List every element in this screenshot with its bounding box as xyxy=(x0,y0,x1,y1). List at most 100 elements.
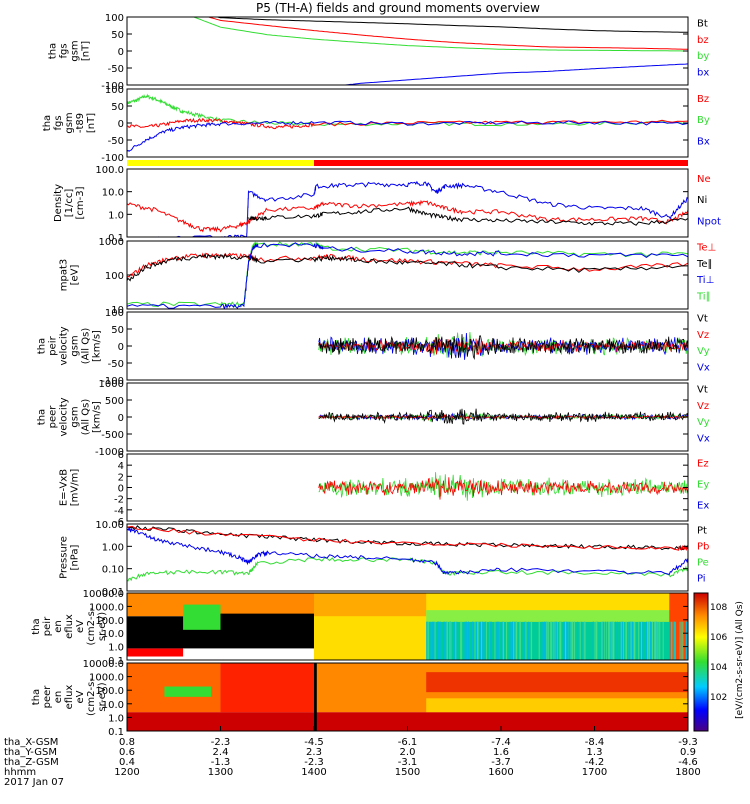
ephemeris-value: 2.3 xyxy=(306,747,322,758)
heatmap-cell xyxy=(426,621,428,660)
y-tick-label: 10.0 xyxy=(102,188,124,199)
heatmap-cell xyxy=(455,621,457,660)
heatmap-cell xyxy=(543,621,545,660)
heatmap-cell xyxy=(545,621,547,660)
heatmap-cell xyxy=(501,621,503,660)
heatmap-cell xyxy=(446,621,448,660)
heatmap-cell xyxy=(560,621,562,660)
heatmap-cell xyxy=(489,621,491,660)
y-label-line: tha xyxy=(37,338,48,354)
heatmap-cell xyxy=(559,621,561,660)
heatmap-cell xyxy=(631,621,633,660)
heatmap-cell xyxy=(648,621,650,660)
mode-bar-segment xyxy=(314,160,688,166)
y-axis-label: Density [1/cc] [cm-3] xyxy=(53,184,86,222)
y-label-line: fgs xyxy=(59,43,70,58)
heatmap-cell xyxy=(513,621,515,660)
legend-item: Pb xyxy=(697,542,709,553)
y-tick-label: 10000.0 xyxy=(83,589,124,600)
ephemeris-value: 0.9 xyxy=(680,747,696,758)
heatmap-cell xyxy=(606,621,608,660)
y-axis-label: E=-VxB [mV/m] xyxy=(59,469,81,507)
ephemeris-value: 0.8 xyxy=(119,737,135,748)
heatmap-cell xyxy=(654,621,656,660)
heatmap-cell xyxy=(633,621,635,660)
ephemeris-value: 1200 xyxy=(114,767,139,778)
legend-item: Vx xyxy=(697,433,710,444)
y-axis-label: tha peer velocity gsm (All Qs) [km/s] xyxy=(37,397,103,436)
ephemeris-value: 1700 xyxy=(582,767,607,778)
heatmap-cell xyxy=(639,621,641,660)
heatmap-cell xyxy=(615,621,617,660)
heatmap-cell xyxy=(620,621,622,660)
y-label-line: [km/s] xyxy=(92,401,103,433)
y-axis-label: Pressure [nPa] xyxy=(59,536,81,579)
ephemeris-value: 1500 xyxy=(395,767,420,778)
panel-peir_vel: 100 50 0 -50 -100 tha peir velocity gsm (All Qs)[… xyxy=(37,308,710,387)
heatmap-cell xyxy=(646,621,648,660)
ephemeris-value: 1400 xyxy=(301,767,326,778)
y-tick-label: 1000.0 xyxy=(89,602,124,613)
heatmap-cell xyxy=(429,621,431,660)
y-label-line: [km/s] xyxy=(92,330,103,362)
heatmap-cell xyxy=(673,621,675,660)
heatmap-cell xyxy=(456,621,458,660)
y-tick-label: 6 xyxy=(118,450,124,461)
y-label-line: [nPa] xyxy=(70,544,81,570)
ephemeris-value: 1.3 xyxy=(587,747,603,758)
heatmap-cell xyxy=(662,621,664,660)
heatmap-cell xyxy=(127,648,184,657)
y-label-line: eflux xyxy=(64,614,75,639)
series-line-red xyxy=(127,199,688,233)
series-line-green xyxy=(318,472,688,501)
heatmap-cell xyxy=(437,621,439,660)
y-tick-label: 0 xyxy=(118,413,124,424)
y-label-line: peir xyxy=(48,335,59,355)
heatmap-cell xyxy=(450,621,452,660)
heatmap-cell xyxy=(478,621,480,660)
y-tick-label: 10000.0 xyxy=(83,659,124,670)
legend-item: Vt xyxy=(697,385,708,396)
y-tick-label: 0.1 xyxy=(108,233,124,244)
y-label-line: Pressure xyxy=(59,536,70,579)
legend: Pt Pb Pe Pi xyxy=(697,526,709,585)
heatmap-cell xyxy=(569,621,571,660)
heatmap-cell xyxy=(479,621,481,660)
heatmap-cell xyxy=(622,621,624,660)
y-label-line: E=-VxB xyxy=(59,469,70,506)
legend-item: Npot xyxy=(697,216,721,227)
heatmap-cell xyxy=(630,621,632,660)
series-line-blue xyxy=(127,180,688,237)
y-label-line: eV xyxy=(75,620,86,633)
y-axis-label: mpat3 [eV] xyxy=(59,259,81,292)
y-tick-label: 50 xyxy=(111,30,124,41)
legend-item: Vy xyxy=(697,417,710,428)
heatmap-cell xyxy=(474,621,476,660)
y-label-line: [mV/m] xyxy=(70,469,81,507)
heatmap-cell xyxy=(439,621,441,660)
legend-item: Te⊥ xyxy=(696,243,716,254)
plot-area xyxy=(318,332,688,361)
y-tick-label: 1.0 xyxy=(108,643,124,654)
y-tick-label: 50 xyxy=(111,102,124,113)
heatmap-cell xyxy=(669,621,671,660)
heatmap-cell xyxy=(467,621,469,660)
heatmap-cell xyxy=(497,621,499,660)
heatmap-cell xyxy=(164,686,212,697)
heatmap-cell xyxy=(604,621,606,660)
y-label-line: (All Qs) xyxy=(81,399,92,436)
ephemeris-label: tha_Z-GSM xyxy=(4,757,59,768)
legend-item: Bz xyxy=(697,94,709,105)
plot-area xyxy=(127,593,688,660)
heatmap-cell xyxy=(426,672,688,693)
heatmap-cell xyxy=(563,621,565,660)
series-line-black xyxy=(248,206,688,226)
panel-frame xyxy=(126,592,689,661)
heatmap-cell xyxy=(610,621,612,660)
ephemeris-value: 1800 xyxy=(675,767,700,778)
panel-fgs_gsm: 100 50 0 -50 -100 tha fgs gsm [nT] Bt bz by bx xyxy=(48,13,710,92)
legend-item: bz xyxy=(697,35,709,46)
